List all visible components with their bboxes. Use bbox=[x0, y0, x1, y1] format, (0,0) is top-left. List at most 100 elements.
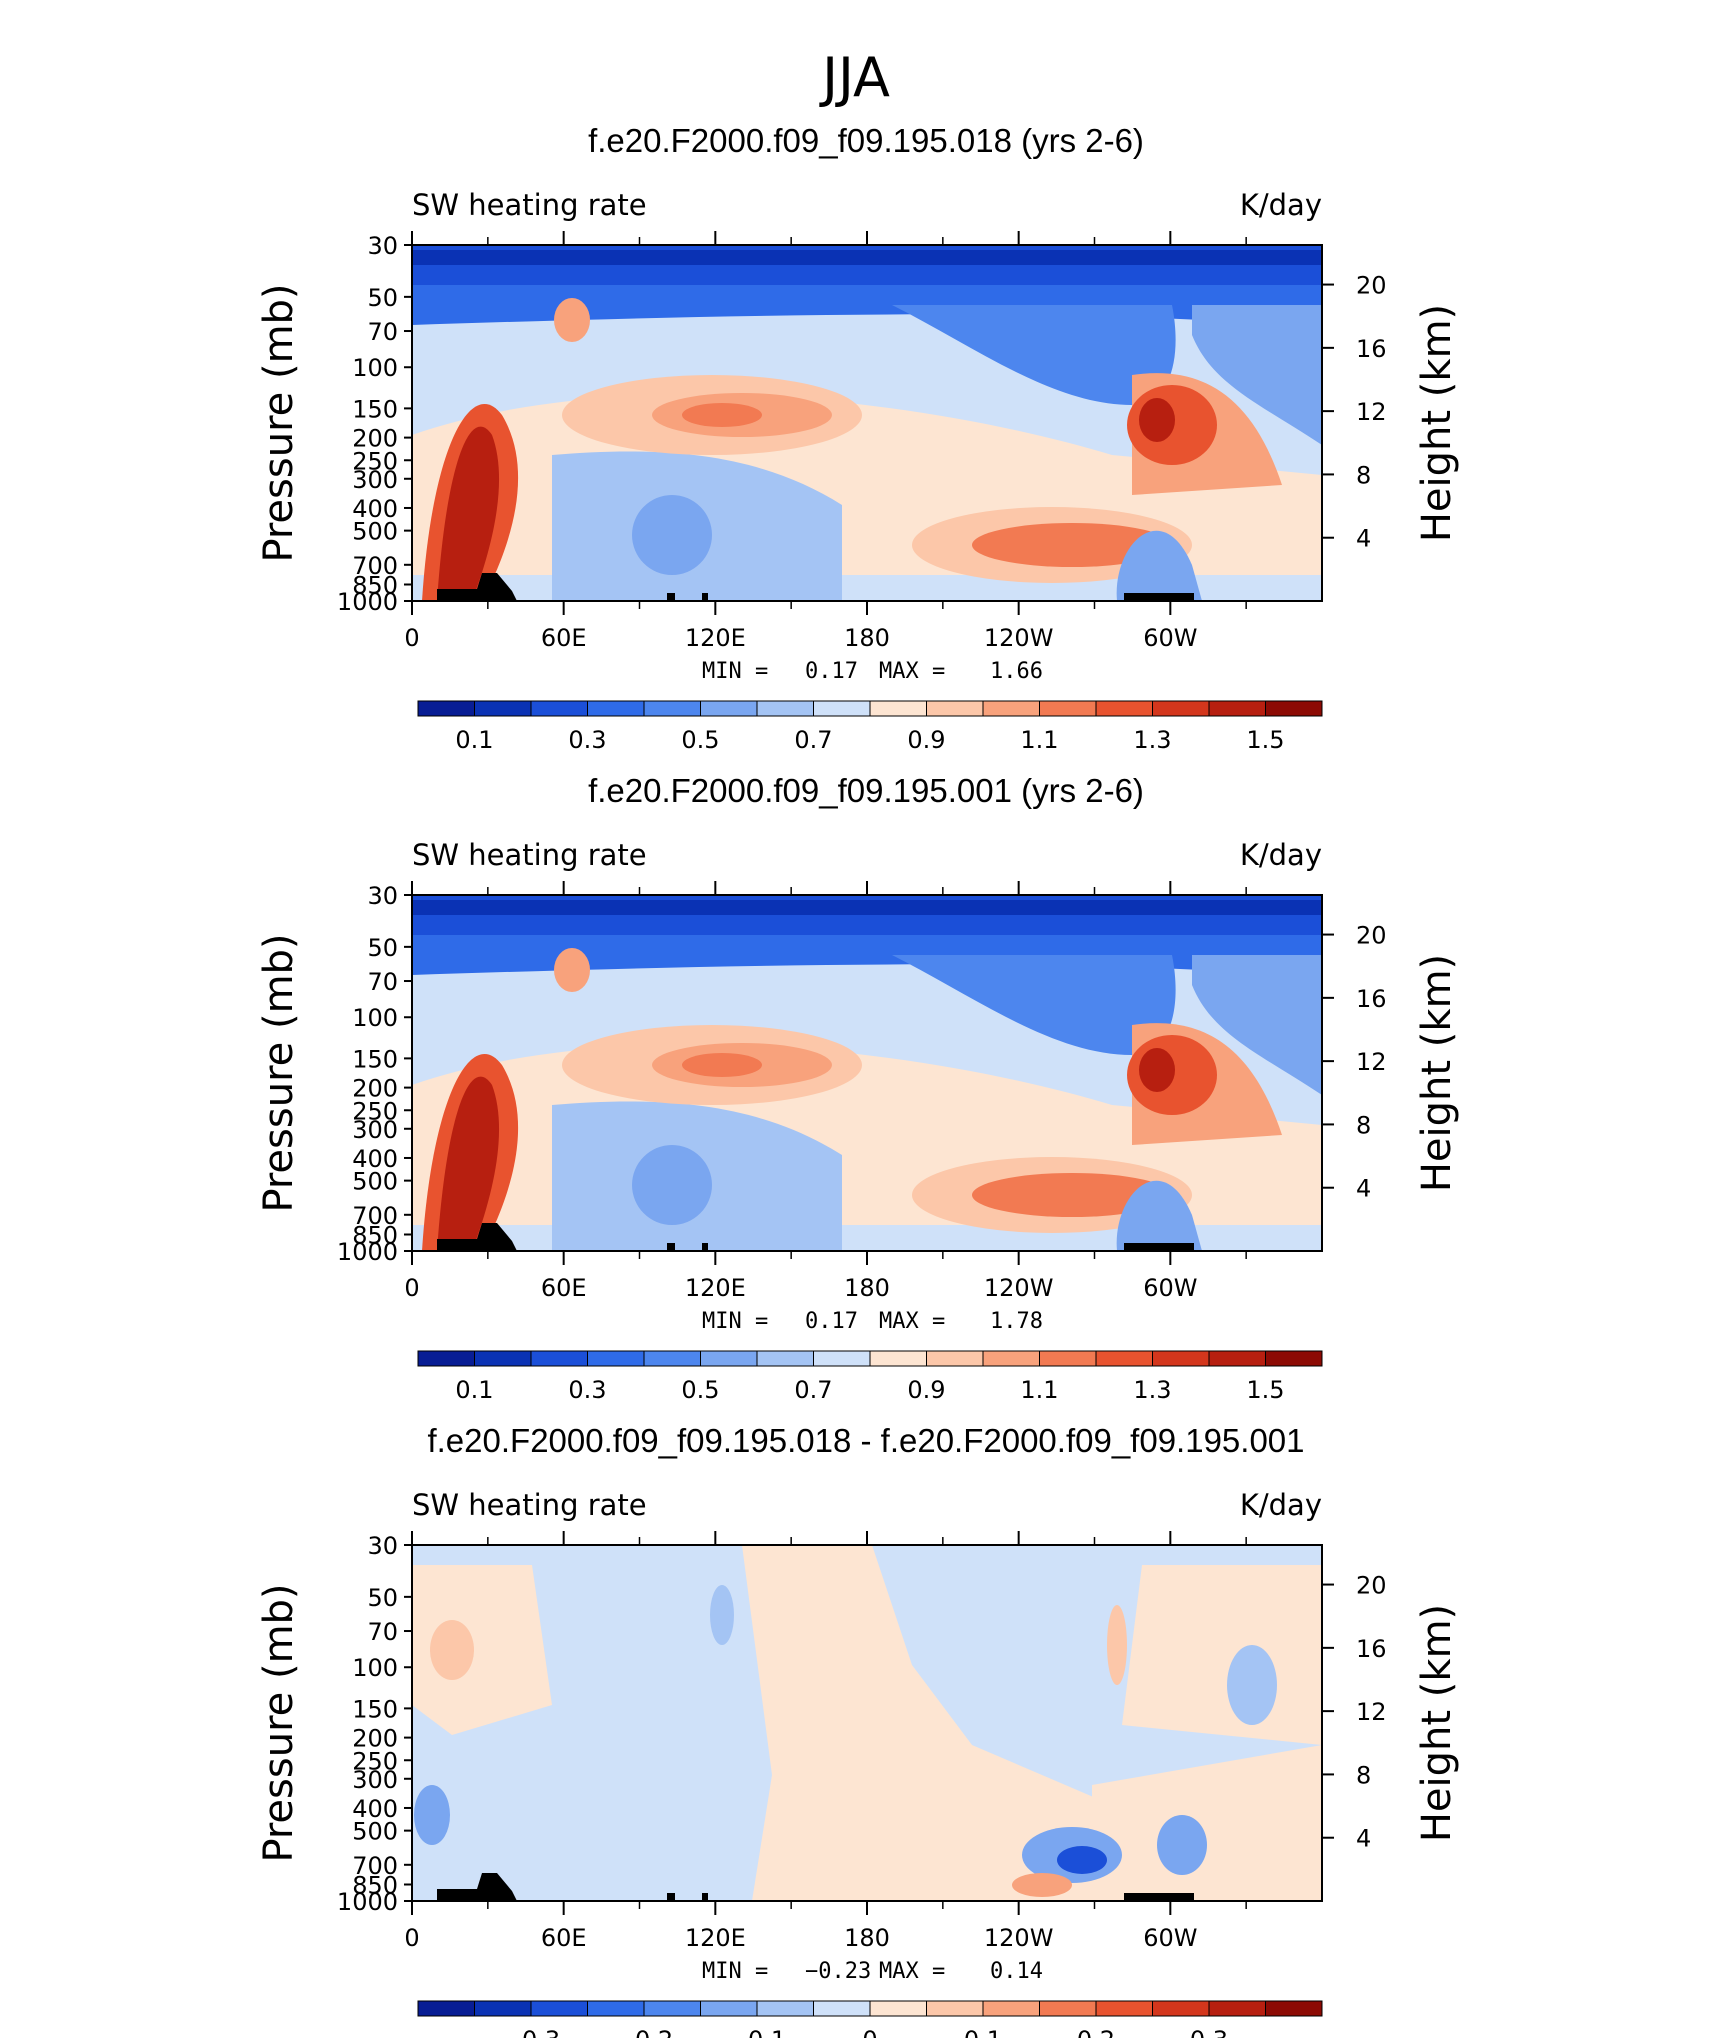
x-tick-label: 120W bbox=[984, 1274, 1054, 1302]
colorbar-swatch bbox=[700, 700, 758, 717]
colorbar-label: 0.9 bbox=[907, 726, 945, 754]
colorbar-label: 0.3 bbox=[568, 1376, 606, 1404]
y-axis-label: Pressure (mb) bbox=[256, 283, 302, 562]
colorbar-label: 1.1 bbox=[1020, 1376, 1058, 1404]
y-right-tick-label: 16 bbox=[1356, 335, 1387, 363]
min-label: MIN = bbox=[702, 659, 768, 684]
colorbar-swatch bbox=[813, 2000, 871, 2017]
y-right-tick-label: 20 bbox=[1356, 922, 1387, 950]
y-tick-label: 70 bbox=[367, 1618, 398, 1646]
x-tick-label: 0 bbox=[404, 1274, 419, 1302]
y-tick-label: 300 bbox=[352, 1116, 398, 1144]
colorbar-label: −0.3 bbox=[502, 2026, 560, 2038]
panel-2: f.e20.F2000.f09_f09.195.001 (yrs 2-6) SW … bbox=[256, 772, 1460, 1404]
y-tick-label: 500 bbox=[352, 518, 398, 546]
y-tick-label: 400 bbox=[352, 1145, 398, 1173]
colorbar-label: 1.3 bbox=[1133, 1376, 1171, 1404]
colorbar-swatch bbox=[1208, 1350, 1266, 1367]
colorbar-label: 1.3 bbox=[1133, 726, 1171, 754]
y-tick-label: 150 bbox=[352, 1695, 398, 1723]
y-right-tick-label: 8 bbox=[1356, 1761, 1371, 1789]
colorbar-swatch bbox=[700, 2000, 758, 2017]
colorbar-swatch bbox=[813, 1350, 871, 1367]
colorbar-swatch bbox=[813, 700, 871, 717]
colorbar-label: 1.5 bbox=[1246, 1376, 1284, 1404]
x-tick-label: 60E bbox=[541, 1924, 587, 1952]
y-tick-label: 700 bbox=[352, 1852, 398, 1880]
y-tick-label: 30 bbox=[367, 882, 398, 910]
y-tick-label: 700 bbox=[352, 552, 398, 580]
y-tick-label: 850 bbox=[352, 572, 398, 600]
y-right-tick-label: 8 bbox=[1356, 1111, 1371, 1139]
colorbar-label: 0.1 bbox=[455, 726, 493, 754]
x-tick-label: 180 bbox=[844, 1924, 890, 1952]
figure-title: JJA bbox=[819, 46, 890, 109]
colorbar-swatch bbox=[926, 700, 984, 717]
colorbar-swatch bbox=[1095, 700, 1153, 717]
colorbar-label: 0 bbox=[862, 2026, 877, 2038]
colorbar-swatch bbox=[1208, 2000, 1266, 2017]
colorbar-swatch bbox=[1265, 2000, 1323, 2017]
colorbar-swatch bbox=[869, 700, 927, 717]
colorbar-swatch bbox=[474, 2000, 532, 2017]
x-tick-label: 120E bbox=[685, 1274, 746, 1302]
colorbar-swatch bbox=[1152, 2000, 1210, 2017]
x-tick-label: 120E bbox=[685, 1924, 746, 1952]
x-tick-label: 60W bbox=[1143, 624, 1197, 652]
y-right-tick-label: 12 bbox=[1356, 398, 1387, 426]
variable-label: SW heating rate bbox=[412, 1488, 647, 1522]
y-tick-label: 30 bbox=[367, 1532, 398, 1560]
panel-title: f.e20.F2000.f09_f09.195.018 - f.e20.F200… bbox=[427, 1422, 1304, 1459]
y-tick-label: 1000 bbox=[337, 1888, 398, 1916]
colorbar-label: 0.7 bbox=[794, 1376, 832, 1404]
colorbar-swatch bbox=[926, 2000, 984, 2017]
units-label: K/day bbox=[1240, 1488, 1322, 1522]
y-tick-label: 850 bbox=[352, 1222, 398, 1250]
y-tick-label: 1000 bbox=[337, 1238, 398, 1266]
x-tick-label: 120W bbox=[984, 624, 1054, 652]
colorbar-swatch bbox=[1265, 1350, 1323, 1367]
colorbar-swatch bbox=[756, 700, 814, 717]
x-tick-label: 60E bbox=[541, 1274, 587, 1302]
contour-field bbox=[412, 245, 1322, 601]
y-tick-label: 200 bbox=[352, 425, 398, 453]
y-tick-label: 100 bbox=[352, 1004, 398, 1032]
max-label: MAX = bbox=[879, 1309, 945, 1334]
y-tick-label: 300 bbox=[352, 1766, 398, 1794]
max-label: MAX = bbox=[879, 659, 945, 684]
min-value: 0.17 bbox=[805, 1309, 858, 1334]
colorbar-label: −0.2 bbox=[615, 2026, 673, 2038]
colorbar-swatch bbox=[982, 700, 1040, 717]
y-axis-right-label: Height (km) bbox=[1414, 1604, 1460, 1842]
y-tick-label: 30 bbox=[367, 232, 398, 260]
y-axis-label: Pressure (mb) bbox=[256, 933, 302, 1212]
y-right-tick-label: 12 bbox=[1356, 1698, 1387, 1726]
y-right-tick-label: 16 bbox=[1356, 1635, 1387, 1663]
colorbar: 0.1 0.3 0.5 0.7 0.9 1.1 1.3 1.5 bbox=[417, 1350, 1323, 1404]
panel-title: f.e20.F2000.f09_f09.195.001 (yrs 2-6) bbox=[588, 772, 1144, 809]
colorbar: −0.3 −0.2 −0.1 0 0.1 0.2 0.3 bbox=[417, 2000, 1323, 2038]
y-tick-label: 100 bbox=[352, 354, 398, 382]
colorbar-swatch bbox=[1208, 700, 1266, 717]
y-right-tick-label: 20 bbox=[1356, 1572, 1387, 1600]
min-label: MIN = bbox=[702, 1959, 768, 1984]
min-value: 0.17 bbox=[805, 659, 858, 684]
colorbar-swatch bbox=[643, 700, 701, 717]
colorbar-label: 0.1 bbox=[455, 1376, 493, 1404]
units-label: K/day bbox=[1240, 838, 1322, 872]
y-axis-right-label: Height (km) bbox=[1414, 304, 1460, 542]
y-tick-label: 250 bbox=[352, 1747, 398, 1775]
colorbar-label: −0.1 bbox=[728, 2026, 786, 2038]
colorbar-label: 0.1 bbox=[964, 2026, 1002, 2038]
x-tick-label: 180 bbox=[844, 1274, 890, 1302]
y-tick-label: 50 bbox=[367, 1584, 398, 1612]
colorbar-swatch bbox=[417, 2000, 475, 2017]
y-tick-label: 150 bbox=[352, 395, 398, 423]
variable-label: SW heating rate bbox=[412, 838, 647, 872]
y-tick-label: 700 bbox=[352, 1202, 398, 1230]
units-label: K/day bbox=[1240, 188, 1322, 222]
colorbar-swatch bbox=[756, 2000, 814, 2017]
min-label: MIN = bbox=[702, 1309, 768, 1334]
y-axis-right-label: Height (km) bbox=[1414, 954, 1460, 1192]
